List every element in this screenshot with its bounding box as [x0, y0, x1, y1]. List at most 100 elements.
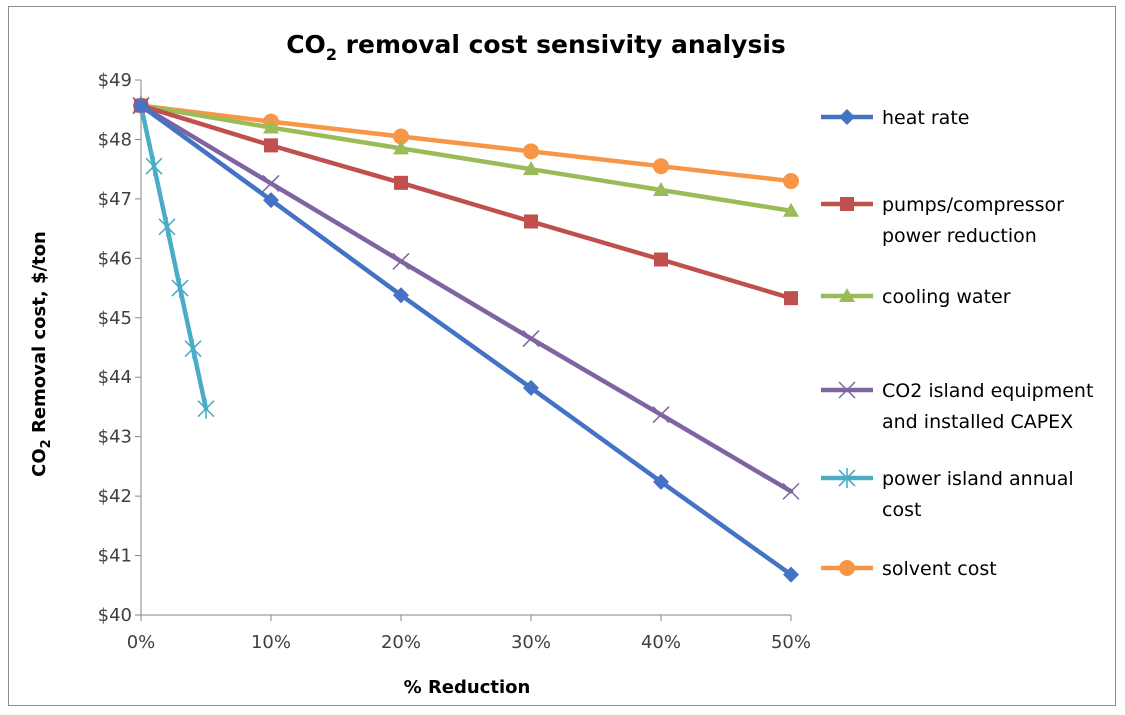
legend-label-line: power reduction — [882, 225, 1037, 247]
data-point — [784, 291, 798, 306]
legend-swatch-marker — [839, 288, 855, 302]
legend-label-line: heat rate — [882, 107, 969, 129]
data-point — [523, 161, 539, 176]
y-tick-label: $47 — [98, 189, 132, 210]
line-chart: CO2 removal cost sensivity analysis $40$… — [29, 30, 1093, 698]
data-point — [158, 216, 176, 237]
legend-label-line: and installed CAPEX — [882, 411, 1073, 433]
data-point — [524, 214, 538, 229]
series-line — [138, 103, 794, 577]
series-3 — [132, 97, 800, 500]
legend-entry-0: heat rate — [821, 107, 969, 129]
chart-title-rest: removal cost sensivity analysis — [337, 30, 786, 59]
legend-swatch-marker — [840, 197, 854, 211]
x-axis-title: % Reduction — [404, 677, 531, 698]
data-point — [197, 398, 215, 419]
data-point — [783, 202, 799, 217]
legend-label: heat rate — [882, 107, 969, 129]
data-point — [653, 473, 669, 490]
y-tick-label: $48 — [98, 129, 132, 150]
data-point — [262, 174, 280, 192]
x-tick-label: 30% — [511, 632, 551, 653]
data-point — [263, 192, 279, 209]
data-point — [652, 406, 670, 424]
data-point — [654, 252, 668, 267]
x-marker-stroke — [522, 330, 540, 348]
data-point — [394, 175, 408, 190]
legend-label-line: cooling water — [882, 286, 1011, 308]
legend-entry-4: power island annual cost — [821, 468, 1074, 521]
data-point — [522, 330, 540, 348]
data-point — [393, 128, 409, 145]
data-point — [653, 181, 669, 196]
series-line — [138, 103, 794, 214]
legend-entry-5: solvent cost — [821, 558, 997, 580]
x-marker-stroke — [262, 174, 280, 192]
data-point — [653, 158, 669, 175]
legend-entry-3: CO2 island equipment and installed CAPEX — [821, 380, 1093, 433]
data-point — [783, 173, 799, 190]
data-point — [263, 119, 279, 134]
legend-label: power island annual cost — [882, 468, 1074, 521]
legend-swatch-marker — [838, 381, 856, 399]
series-line — [138, 103, 794, 184]
series-line — [138, 103, 794, 494]
series-0 — [133, 97, 799, 583]
chart-title-main: CO — [286, 30, 326, 59]
data-point — [184, 338, 202, 359]
series-1 — [134, 98, 798, 306]
legend-label-line: solvent cost — [882, 558, 997, 580]
x-tick-label: 20% — [381, 632, 421, 653]
series-line — [138, 103, 794, 301]
data-point — [393, 140, 409, 155]
data-point — [392, 252, 410, 270]
legend-label: cooling water — [882, 286, 1011, 308]
data-point — [171, 278, 189, 299]
series-layer — [132, 95, 800, 583]
data-point — [133, 97, 149, 114]
y-tick-label: $40 — [98, 605, 132, 626]
legend-label-line: CO2 island equipment — [882, 380, 1093, 402]
x-marker-stroke — [392, 252, 410, 270]
y-axis-title-subscript: 2 — [39, 439, 54, 448]
y-tick-label: $43 — [98, 427, 132, 448]
y-tick-label: $49 — [98, 70, 132, 91]
data-point — [523, 379, 539, 396]
data-point — [145, 156, 163, 177]
y-tick-label: $46 — [98, 248, 132, 269]
legend: heat rate pumps/compressor power reduction… — [821, 107, 1093, 580]
series-line — [138, 103, 209, 411]
x-tick-label: 50% — [771, 632, 811, 653]
legend-label: solvent cost — [882, 558, 997, 580]
x-marker-stroke — [652, 406, 670, 424]
legend-entry-1: pumps/compressor power reduction — [821, 194, 1064, 247]
legend-label: pumps/compressor power reduction — [882, 194, 1064, 247]
data-point — [783, 566, 799, 583]
legend-swatch-marker — [839, 109, 855, 125]
series-5 — [133, 97, 799, 190]
data-point — [264, 138, 278, 153]
legend-swatch-marker — [838, 468, 856, 488]
y-tick-label: $42 — [98, 486, 132, 507]
x-tick-label: 40% — [641, 632, 681, 653]
series-4 — [132, 95, 215, 419]
x-tick-label: 10% — [251, 632, 291, 653]
legend-label: CO2 island equipment and installed CAPEX — [882, 380, 1093, 433]
legend-label-line: cost — [882, 499, 921, 521]
y-axis-title: CO2 Removal cost, $/ton — [29, 231, 54, 477]
y-tick-label: $45 — [98, 308, 132, 329]
axes: $40 $41 $42 $43 $44 $45 $46 $47 $48 $49 0% 10% 20% 30… — [98, 70, 811, 653]
legend-label-line: power island annual — [882, 468, 1074, 490]
x-tick-label: 0% — [127, 632, 156, 653]
x-marker-stroke — [838, 381, 856, 399]
data-point — [393, 287, 409, 304]
data-point — [523, 143, 539, 160]
y-tick-label: $41 — [98, 546, 132, 567]
x-marker-stroke — [782, 482, 800, 500]
y-axis-title-rest: Removal cost, $/ton — [29, 231, 50, 439]
data-point — [782, 482, 800, 500]
y-tick-label: $44 — [98, 367, 132, 388]
legend-label-line: pumps/compressor — [882, 194, 1064, 216]
legend-entry-2: cooling water — [821, 286, 1011, 308]
y-axis-title-main: CO — [29, 448, 50, 477]
